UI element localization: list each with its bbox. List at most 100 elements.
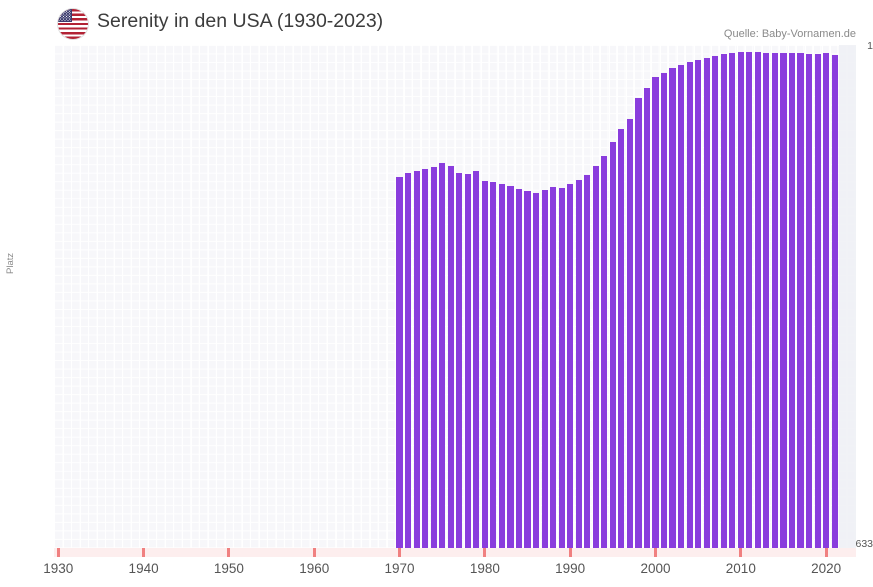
bar — [592, 165, 599, 548]
x-axis — [54, 548, 856, 557]
gridline-vertical — [719, 45, 721, 548]
gridline-vertical — [710, 45, 712, 548]
gridline-vertical — [361, 45, 363, 548]
gridline-vertical — [250, 45, 252, 548]
gridline-vertical — [216, 45, 218, 548]
bar — [695, 59, 702, 548]
gridline-vertical — [548, 45, 550, 548]
bar — [814, 53, 821, 548]
bar — [601, 155, 608, 548]
bar — [584, 175, 591, 548]
gridline-vertical — [122, 45, 124, 548]
y-axis-label: Platz — [5, 252, 16, 274]
gridline-vertical — [412, 45, 414, 548]
x-axis-tick-label: 2010 — [725, 561, 756, 576]
bar — [464, 174, 471, 548]
gridline-vertical — [531, 45, 533, 548]
bar — [567, 183, 574, 548]
gridline-vertical — [463, 45, 465, 548]
bar — [405, 173, 412, 548]
gridline-vertical — [736, 45, 738, 548]
gridline-vertical — [574, 45, 576, 548]
x-axis-tick-mark — [739, 548, 743, 557]
gridline-vertical — [369, 45, 371, 548]
gridline-vertical — [54, 45, 55, 548]
gridline-vertical — [693, 45, 695, 548]
x-axis-tick-label: 1940 — [128, 561, 159, 576]
gridline-vertical — [344, 45, 346, 548]
bar — [626, 118, 633, 548]
gridline-vertical — [395, 45, 397, 548]
gridline-vertical — [753, 45, 755, 548]
bar — [806, 53, 813, 548]
plot-area — [54, 45, 856, 548]
gridline-vertical — [309, 45, 311, 548]
gridline-vertical — [446, 45, 448, 548]
gridline-vertical — [199, 45, 201, 548]
bar — [524, 191, 531, 548]
bar — [481, 180, 488, 548]
flag-canton — [58, 9, 72, 22]
gridline-vertical — [813, 45, 815, 548]
gridline-vertical — [557, 45, 559, 548]
gridline-vertical — [327, 45, 329, 548]
bar — [771, 52, 779, 548]
gridline-vertical — [565, 45, 567, 548]
gridline-vertical — [292, 45, 294, 548]
gridline-vertical — [634, 45, 636, 548]
bar — [439, 162, 446, 548]
gridline-vertical — [651, 45, 653, 548]
gridline-vertical — [147, 45, 149, 548]
x-axis-tick-mark — [483, 548, 487, 557]
gridline-vertical — [335, 45, 337, 548]
bar — [498, 184, 505, 548]
bar — [609, 141, 616, 548]
bar — [456, 173, 463, 548]
bar — [686, 62, 693, 548]
x-axis-tick-mark — [142, 548, 146, 557]
x-axis-tick-label: 2020 — [811, 561, 842, 576]
bar — [541, 189, 548, 548]
gridline-vertical — [617, 45, 619, 548]
gridline-vertical — [284, 45, 286, 548]
gridline-vertical — [190, 45, 192, 548]
bar — [430, 167, 437, 548]
gridline-vertical — [506, 45, 508, 548]
bar — [754, 52, 761, 548]
gridline-vertical — [139, 45, 141, 548]
gridline-vertical — [497, 45, 499, 548]
gridline-vertical — [241, 45, 243, 548]
gridline-vertical — [437, 45, 439, 548]
x-axis-tick-label: 1950 — [213, 561, 244, 576]
gridline-vertical — [762, 45, 764, 548]
bar — [396, 177, 403, 548]
gridline-vertical — [420, 45, 422, 548]
bar — [746, 51, 753, 548]
bar — [788, 53, 796, 548]
page-title: Serenity in den USA (1930-2023) — [97, 10, 384, 32]
gridline-vertical — [267, 45, 269, 548]
gridline-vertical — [770, 45, 772, 548]
bar — [831, 54, 838, 548]
gridline-vertical — [821, 45, 823, 548]
gridline-vertical — [608, 45, 610, 548]
gridline-vertical — [480, 45, 482, 548]
bar — [490, 182, 497, 548]
bar — [473, 171, 480, 548]
x-axis-tick-label: 1970 — [384, 561, 415, 576]
x-axis-tick-mark — [56, 548, 60, 557]
bar — [729, 53, 736, 548]
gridline-vertical — [702, 45, 704, 548]
no-data-shade — [838, 45, 856, 548]
bar — [737, 52, 744, 548]
gridline-vertical — [540, 45, 542, 548]
gridline-vertical — [88, 45, 90, 548]
bar — [447, 165, 454, 548]
bar — [618, 129, 625, 548]
gridline-vertical — [787, 45, 789, 548]
gridline-vertical — [378, 45, 380, 548]
gridline-vertical — [796, 45, 798, 548]
x-axis-tick-label: 1980 — [469, 561, 500, 576]
gridline-vertical — [173, 45, 175, 548]
